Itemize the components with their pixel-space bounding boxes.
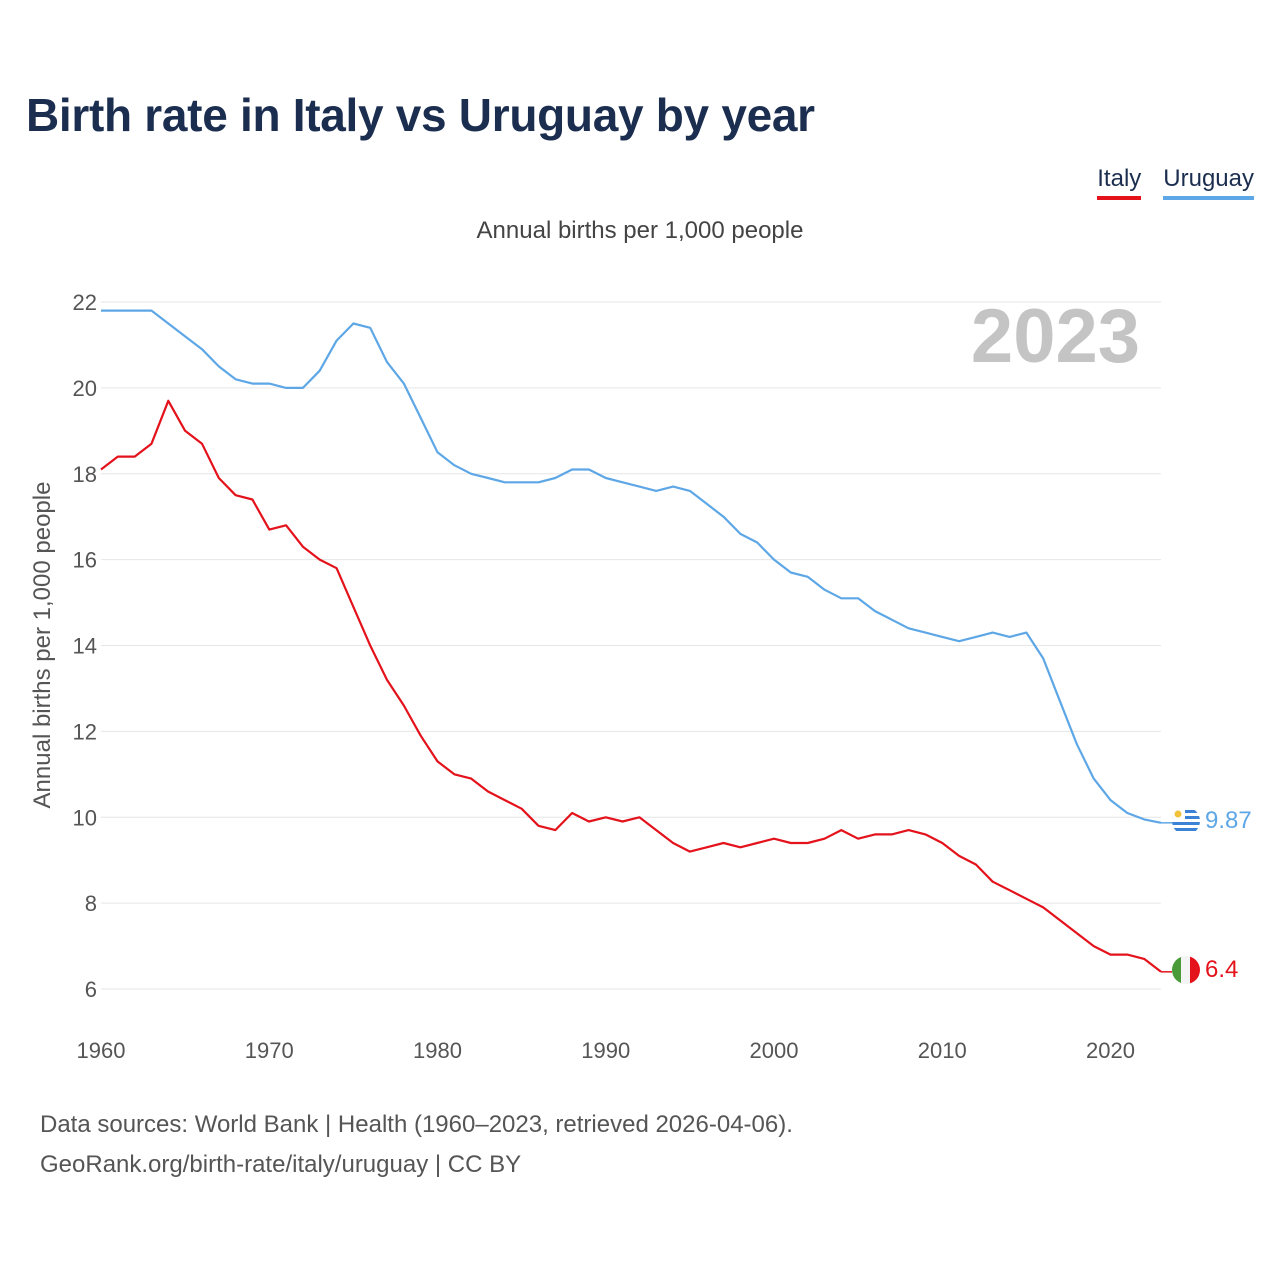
x-tick-label: 2000: [750, 1038, 799, 1063]
year-overlay: 2023: [971, 294, 1140, 379]
y-axis-label: Annual births per 1,000 people: [29, 482, 56, 809]
legend-item-italy[interactable]: Italy: [1097, 165, 1142, 200]
italy-end-value: 6.4: [1205, 956, 1238, 983]
line-chart: 6 8 10 12 14 16 18 20 22 1960 1970 1980 1990 2000 201…: [29, 290, 1252, 1063]
italy-flag-icon: [1172, 956, 1200, 984]
x-tick-label: 1980: [413, 1038, 462, 1063]
footer-link[interactable]: GeoRank.org/birth-rate/italy/uruguay | C…: [40, 1151, 522, 1178]
grid-lines: [101, 301, 1161, 990]
footer: Data sources: World Bank | Health (1960–…: [40, 1105, 793, 1185]
y-tick-label: 22: [73, 290, 97, 315]
end-markers: [1172, 807, 1200, 984]
y-axis-ticks: 6 8 10 12 14 16 18 20 22: [73, 290, 97, 1002]
x-tick-label: 1970: [245, 1038, 294, 1063]
x-tick-label: 1990: [581, 1038, 630, 1063]
y-tick-label: 6: [85, 977, 97, 1002]
series-line-italy: [100, 399, 1162, 973]
x-tick-label: 2010: [918, 1038, 967, 1063]
x-tick-label: 1960: [77, 1038, 126, 1063]
series-lines: [100, 309, 1172, 973]
y-tick-label: 14: [73, 634, 97, 659]
uruguay-flag-icon: [1172, 807, 1200, 835]
chart-title: Birth rate in Italy vs Uruguay by year: [26, 89, 815, 141]
chart-subtitle: Annual births per 1,000 people: [476, 217, 804, 244]
y-tick-label: 8: [85, 891, 97, 916]
series-line-uruguay: [101, 309, 1162, 824]
x-tick-label: 2020: [1086, 1038, 1135, 1063]
y-tick-label: 12: [73, 719, 97, 744]
footer-sources: Data sources: World Bank | Health (1960–…: [40, 1111, 793, 1138]
uruguay-end-value: 9.87: [1205, 807, 1252, 834]
y-tick-label: 18: [73, 462, 97, 487]
y-tick-label: 10: [73, 805, 97, 830]
y-tick-label: 16: [73, 548, 97, 573]
legend-item-uruguay[interactable]: Uruguay: [1163, 165, 1254, 200]
y-tick-label: 20: [73, 376, 97, 401]
x-axis-ticks: 1960 1970 1980 1990 2000 2010 2020: [77, 1038, 1135, 1063]
legend: Italy Uruguay: [1097, 165, 1254, 200]
